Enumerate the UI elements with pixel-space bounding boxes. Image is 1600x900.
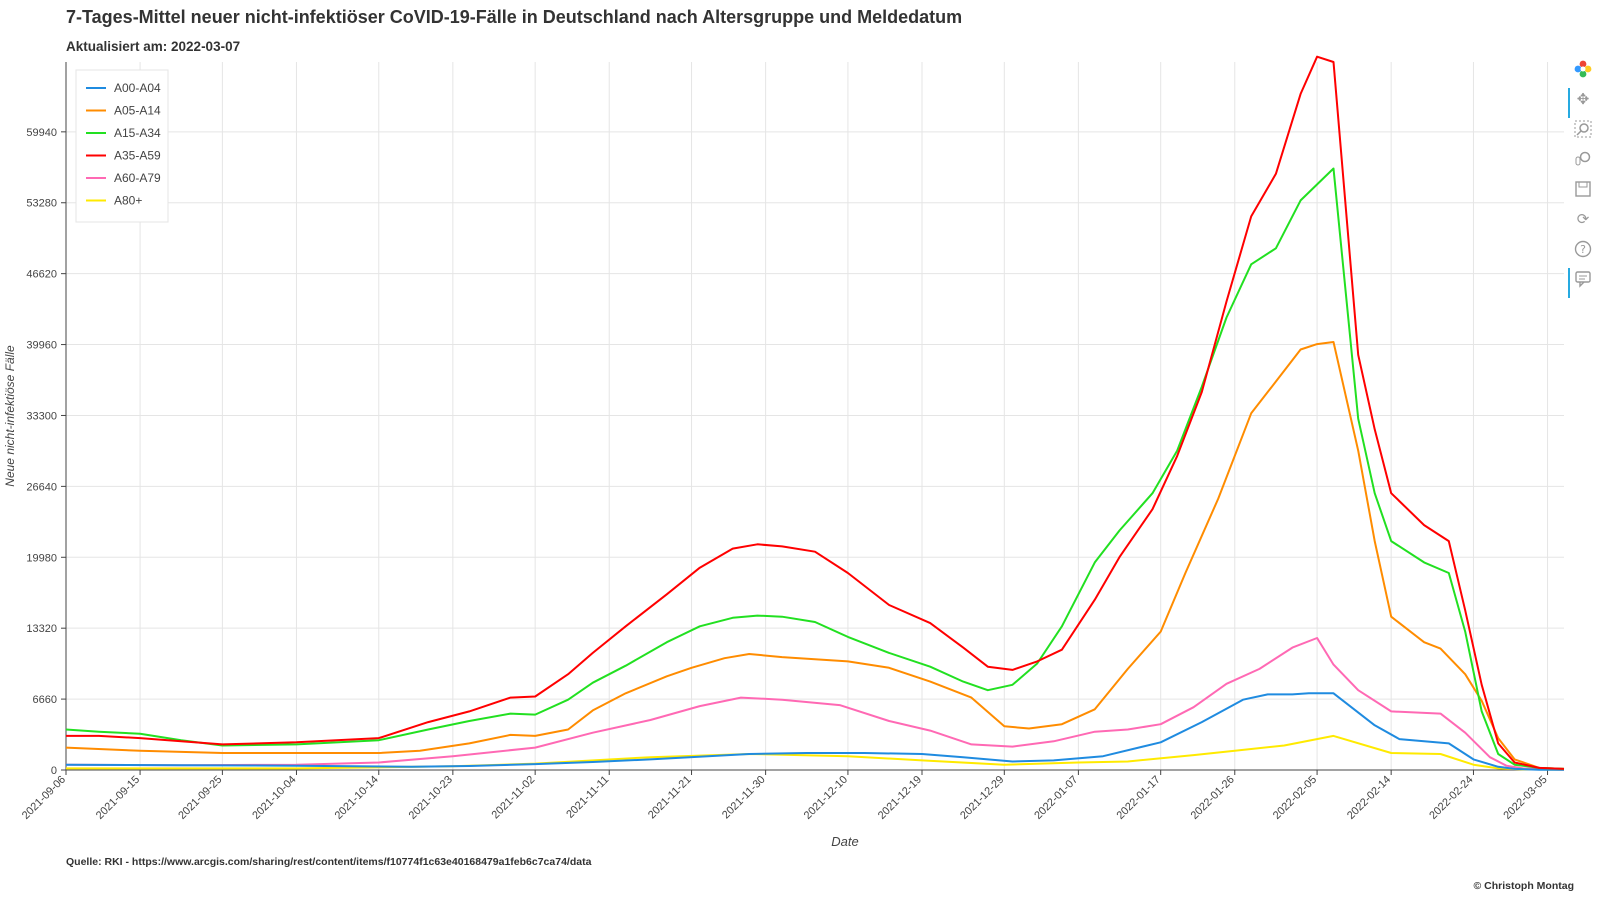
y-tick-label: 26640 — [26, 481, 57, 493]
x-tick-label: 2021-10-23 — [407, 774, 455, 822]
series-line-a60-a79 — [65, 637, 1565, 771]
x-tick-label: 2022-02-24 — [1427, 774, 1475, 822]
chart-area[interactable]: 0 6660 13320 19980 26640 33300 39960 46620 53280… — [0, 0, 1566, 852]
legend-label: A00-A04 — [114, 81, 161, 95]
x-tick-label: 2022-01-17 — [1115, 774, 1163, 822]
x-tick-label: 2021-09-15 — [94, 774, 142, 822]
legend-box — [75, 69, 169, 223]
x-tick-label: 2022-03-05 — [1501, 774, 1549, 822]
x-tick-label: 2021-12-10 — [802, 774, 850, 822]
plot-frame — [66, 62, 1564, 770]
chart-subtitle: Aktualisiert am: 2022-03-07 — [66, 39, 241, 54]
pan-icon[interactable]: ✥ — [1568, 88, 1594, 118]
y-tick-label: 53280 — [26, 198, 57, 210]
chart-title: 7-Tages-Mittel neuer nicht-infektiöser C… — [66, 7, 963, 27]
reset-icon[interactable]: ⟳ — [1576, 210, 1590, 228]
y-tick-label: 39960 — [26, 340, 57, 352]
y-tick-label: 33300 — [26, 410, 57, 422]
series-line-a35-a59 — [66, 55, 1565, 770]
x-tick-label: 2022-02-14 — [1345, 774, 1393, 822]
svg-text:?: ? — [1580, 243, 1586, 256]
wheel-zoom-icon[interactable] — [1572, 148, 1594, 170]
help-icon[interactable]: ? — [1572, 238, 1594, 260]
series-line-a00-a04 — [65, 692, 1565, 771]
x-tick-label: 2021-09-25 — [176, 774, 224, 822]
legend-label: A05-A14 — [114, 104, 161, 118]
x-tick-label: 2021-10-14 — [333, 774, 381, 822]
x-tick-label: 2022-01-26 — [1189, 774, 1237, 822]
series-line-a80+ — [66, 734, 1565, 771]
x-tick-label: 2022-02-05 — [1271, 774, 1319, 822]
x-axis-label: Date — [831, 834, 858, 849]
x-tick-label: 2022-01-07 — [1032, 774, 1080, 822]
box-zoom-icon[interactable] — [1572, 118, 1594, 140]
source-note: Quelle: RKI - https://www.arcgis.com/sha… — [66, 856, 592, 868]
x-tick-label: 2021-12-19 — [876, 774, 924, 822]
y-tick-label: 46620 — [26, 269, 57, 281]
x-tick-label: 2021-10-04 — [250, 774, 298, 822]
x-tick-label: 2021-11-02 — [490, 774, 538, 822]
y-tick-label: 13320 — [26, 623, 57, 635]
hover-icon[interactable] — [1568, 268, 1594, 298]
series-line-a15-a34 — [65, 167, 1565, 770]
x-tick-label: 2021-11-21 — [646, 774, 694, 822]
x-tick-label: 2021-11-11 — [564, 774, 611, 821]
y-tick-label: 0 — [51, 765, 57, 777]
x-tick-label: 2021-11-30 — [720, 774, 768, 822]
y-tick-label: 59940 — [26, 127, 57, 139]
y-tick-label: 6660 — [33, 694, 57, 706]
y-axis-label: Neue nicht-infektiöse Fälle — [3, 345, 17, 487]
y-tick-label: 19980 — [26, 552, 57, 564]
x-tick-label: 2021-09-06 — [20, 774, 68, 822]
series-line-a05-a14 — [65, 341, 1565, 770]
bokeh-logo-icon[interactable] — [1572, 58, 1594, 80]
legend-label: A15-A34 — [114, 126, 161, 140]
legend-label: A80+ — [114, 194, 142, 208]
x-tick-label: 2021-12-29 — [958, 774, 1006, 822]
save-icon[interactable] — [1572, 178, 1594, 200]
legend-label: A35-A59 — [114, 149, 161, 163]
chart-toolbar: ✥ ⟳ ? — [1568, 58, 1596, 298]
copyright-note: © Christoph Montag — [1473, 880, 1574, 892]
legend-label: A60-A79 — [114, 171, 161, 185]
